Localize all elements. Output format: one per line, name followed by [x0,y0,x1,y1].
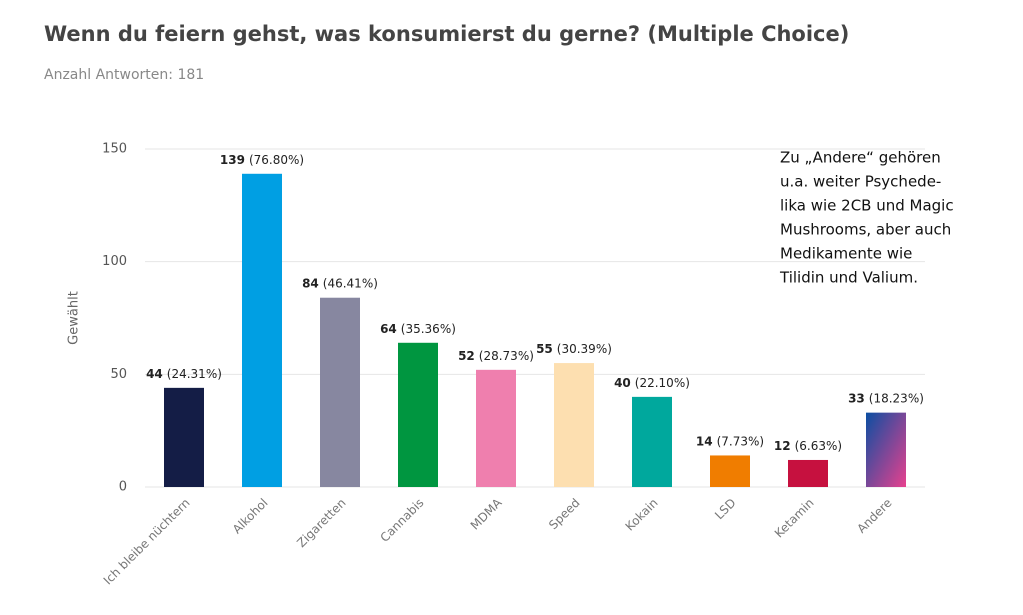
data-label: 44 (24.31%) [146,366,222,380]
x-tick-label: Ich bleibe nüchtern [101,496,193,588]
bar [476,369,516,487]
bar [320,297,360,487]
data-label-share: (18.23%) [869,391,924,405]
annotation-line: u.a. weiter Psychede- [780,173,941,191]
y-tick-label: 150 [102,142,127,157]
data-label-share: (46.41%) [323,276,378,290]
data-label: 52 (28.73%) [458,348,534,362]
data-label: 40 (22.10%) [614,375,690,389]
data-label-share: (7.73%) [717,434,764,448]
y-tick-label: 50 [110,367,127,382]
data-label: 12 (6.63%) [774,438,842,452]
bar [164,387,204,487]
bar [710,455,750,487]
x-tick-label: Speed [546,496,583,533]
data-label-share: (28.73%) [479,348,534,362]
x-tick-label: LSD [712,496,739,523]
bar [242,173,282,487]
annotation-line: Medikamente wie [780,245,912,263]
data-label: 64 (35.36%) [380,321,456,335]
data-label-count: 139 [220,152,245,166]
x-tick-label: MDMA [468,495,505,532]
data-label-share: (6.63%) [795,438,842,452]
x-tick-label: Andere [854,496,894,536]
bar [866,412,906,487]
data-label-count: 40 [614,375,631,389]
data-label-share: (22.10%) [635,375,690,389]
bar [632,396,672,487]
x-tick-label: Kokain [623,496,661,534]
data-label-count: 84 [302,276,319,290]
x-tick-label: Alkohol [230,496,271,537]
data-label: 14 (7.73%) [696,434,764,448]
y-tick-label: 100 [102,254,127,269]
bar [554,363,594,487]
data-label-count: 64 [380,321,397,335]
annotation-line: Zu „Andere“ gehören [780,149,941,167]
annotation-line: Tilidin und Valium. [779,269,918,287]
data-label-count: 55 [536,342,553,356]
data-label-count: 33 [848,391,865,405]
data-label-count: 44 [146,366,163,380]
data-label-share: (35.36%) [401,321,456,335]
chart-subtitle: Anzahl Antworten: 181 [44,67,204,83]
x-tick-label: Zigaretten [294,496,348,550]
annotation-line: lika wie 2CB und Magic [780,197,954,215]
data-label-count: 12 [774,438,791,452]
data-label-share: (30.39%) [557,342,612,356]
bar [788,459,828,487]
data-label: 84 (46.41%) [302,276,378,290]
annotation-line: Mushrooms, aber auch [780,221,951,239]
data-label-share: (76.80%) [249,152,304,166]
x-tick-label: Cannabis [377,496,426,545]
chart-title: Wenn du feiern gehst, was konsumierst du… [44,22,849,46]
y-axis-label: Gewählt [67,291,82,345]
data-label-share: (24.31%) [167,366,222,380]
y-tick-label: 0 [119,480,127,495]
data-label: 139 (76.80%) [220,152,304,166]
data-label: 33 (18.23%) [848,391,924,405]
x-tick-label: Ketamin [772,496,817,541]
data-label-count: 52 [458,348,475,362]
bar [398,342,438,487]
data-label: 55 (30.39%) [536,342,612,356]
data-label-count: 14 [696,434,713,448]
